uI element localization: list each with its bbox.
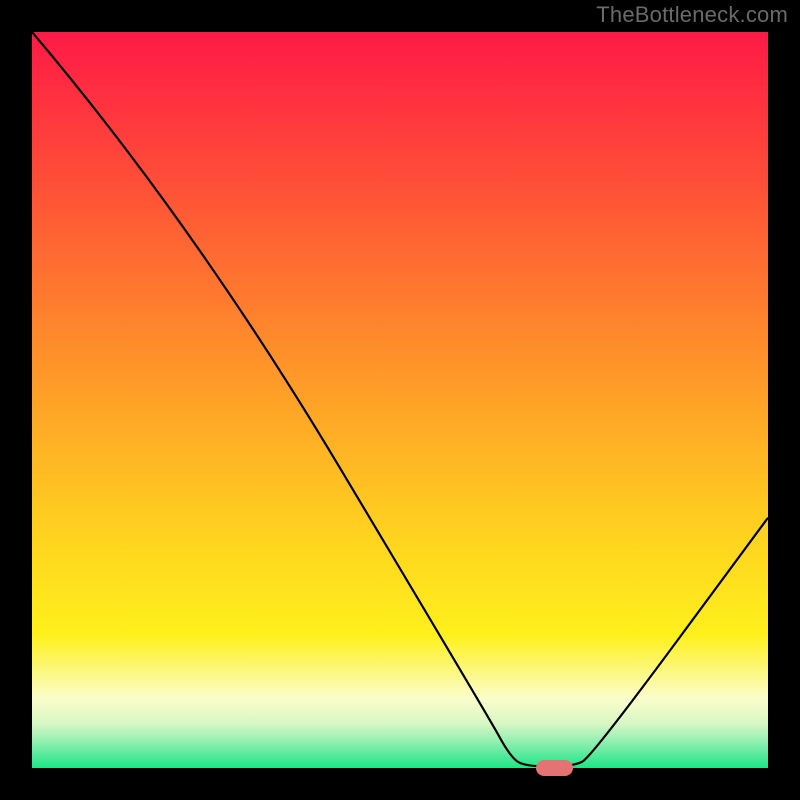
chart-svg: [0, 0, 800, 800]
bottleneck-chart: TheBottleneck.com: [0, 0, 800, 800]
watermark-text: TheBottleneck.com: [596, 2, 788, 28]
optimal-marker: [536, 760, 573, 776]
plot-background: [32, 32, 768, 768]
